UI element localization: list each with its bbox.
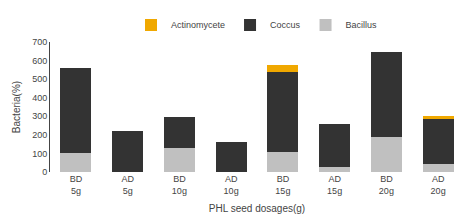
svg-text:AD20g: AD20g [431, 174, 446, 196]
svg-text:BD10g: BD10g [172, 174, 187, 196]
svg-text:BD5g: BD5g [70, 174, 83, 196]
svg-text:PHL seed dosages(g): PHL seed dosages(g) [209, 203, 305, 214]
svg-text:BD20g: BD20g [379, 174, 394, 196]
svg-text:700: 700 [32, 37, 47, 47]
svg-text:BD15g: BD15g [275, 174, 290, 196]
svg-text:500: 500 [32, 74, 47, 84]
svg-text:400: 400 [32, 93, 47, 103]
svg-text:Bacteria(%): Bacteria(%) [11, 81, 22, 133]
svg-text:200: 200 [32, 130, 47, 140]
svg-text:AD10g: AD10g [224, 174, 239, 196]
svg-text:Coccus: Coccus [270, 20, 301, 30]
svg-text:Actinomycete: Actinomycete [171, 20, 225, 30]
svg-text:0: 0 [42, 167, 47, 177]
svg-text:300: 300 [32, 111, 47, 121]
svg-text:AD15g: AD15g [327, 174, 342, 196]
svg-text:AD5g: AD5g [121, 174, 134, 196]
svg-text:Bacillus: Bacillus [346, 20, 378, 30]
svg-text:600: 600 [32, 56, 47, 66]
svg-text:100: 100 [32, 149, 47, 159]
